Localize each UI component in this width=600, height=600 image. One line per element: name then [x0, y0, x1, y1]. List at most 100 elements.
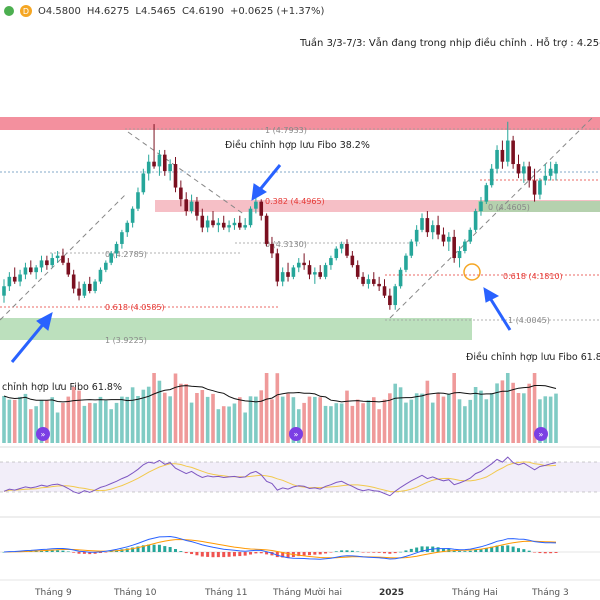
volume-bar — [280, 396, 285, 443]
candle-body — [350, 255, 355, 266]
volume-bar — [98, 396, 103, 443]
volume-bar — [238, 397, 242, 443]
arrow-icon — [251, 164, 282, 201]
candle-body — [468, 229, 473, 242]
candle-body — [45, 260, 49, 266]
volume-bar — [259, 390, 264, 443]
macd-hist-bar — [458, 551, 462, 552]
fib-label: 0.382 (4.4965) — [265, 197, 325, 206]
macd-hist-bar — [490, 546, 494, 552]
macd-hist-bar — [425, 546, 429, 552]
candle-body — [345, 243, 349, 256]
volume-bar — [136, 396, 140, 443]
x-tick-label: Tháng 10 — [113, 588, 157, 598]
macd-hist-bar — [147, 544, 151, 552]
volume-bar — [414, 393, 419, 443]
macd-hist-bar — [543, 552, 547, 554]
candle-body — [473, 211, 478, 230]
candle-body — [77, 288, 81, 296]
volume-bar — [425, 380, 430, 443]
candle-body — [463, 241, 467, 251]
macd-hist-bar — [131, 547, 135, 552]
macd-hist-bar — [366, 552, 370, 553]
macd-hist-bar — [468, 550, 472, 552]
macd-signal-line — [3, 538, 557, 559]
volume-bar — [168, 396, 172, 443]
volume-bar — [329, 406, 333, 443]
candle-body — [179, 187, 183, 200]
ohlc-header: D O4.5800 H4.6275 L4.5465 C4.6190 +0.062… — [0, 0, 324, 22]
volume-bar — [479, 390, 483, 443]
fib-label: 0 (4.2785) — [105, 250, 147, 259]
macd-hist-bar — [538, 552, 542, 554]
rsi-band — [0, 462, 600, 492]
candle-body — [216, 222, 221, 226]
volume-bar — [430, 402, 435, 443]
macd-hist-bar — [506, 545, 510, 552]
macd-hist-bar — [66, 551, 70, 552]
volume-bar — [61, 402, 65, 443]
volume-bar — [157, 380, 162, 443]
macd-hist-bar — [77, 552, 81, 554]
volume-bar — [184, 384, 189, 443]
candle-body — [39, 260, 44, 268]
macd-hist-bar — [206, 552, 210, 557]
volume-bar — [232, 403, 237, 443]
candle-body — [516, 164, 521, 174]
volume-bar — [355, 399, 360, 443]
candle-body — [334, 248, 339, 259]
volume-bar — [350, 405, 355, 443]
macd-hist-bar — [98, 552, 102, 553]
volume-bar — [275, 373, 280, 443]
x-tick-label: Tháng Hai — [451, 588, 498, 598]
macd-hist-bar — [329, 552, 333, 553]
candle-body — [12, 276, 17, 282]
macd-hist-bar — [377, 552, 381, 553]
volume-bar — [270, 399, 274, 443]
macd-hist-bar — [270, 552, 274, 556]
dividend-icon[interactable]: » — [289, 427, 303, 441]
volume-bar — [457, 399, 462, 443]
svg-text:»: » — [294, 430, 299, 439]
volume-bar — [495, 383, 499, 443]
macd-hist-bar — [297, 552, 301, 557]
macd-hist-bar — [163, 546, 167, 552]
volume-bar — [162, 392, 167, 443]
volume-bar — [505, 373, 510, 443]
candle-body — [238, 222, 242, 228]
volume-bar — [195, 393, 199, 443]
candle-body — [7, 276, 12, 287]
ohlc-open: O4.5800 — [38, 5, 81, 17]
volume-bar — [296, 409, 301, 443]
candle-body — [532, 180, 537, 195]
candle-body — [436, 225, 440, 235]
volume-bar — [345, 390, 349, 443]
candle-body — [168, 164, 172, 172]
volume-bar — [286, 393, 290, 443]
candle-body — [141, 173, 146, 193]
candle-body — [548, 168, 553, 176]
candle-body — [195, 201, 199, 216]
dividend-icon[interactable]: » — [36, 427, 50, 441]
macd-hist-bar — [259, 552, 263, 554]
candle-body — [125, 222, 130, 233]
volume-bar — [66, 396, 71, 443]
candle-body — [388, 295, 392, 306]
volume-bar — [500, 380, 505, 443]
fib-label: 0.618 (4.1810) — [503, 272, 563, 281]
x-tick-label: Tháng 9 — [34, 588, 72, 598]
volume-bar — [28, 409, 33, 443]
candle-body — [318, 272, 322, 277]
macd-hist-bar — [104, 552, 108, 553]
dividend-icon[interactable]: » — [534, 427, 548, 441]
candle-body — [227, 225, 231, 228]
macd-hist-bar — [93, 552, 97, 554]
volume-bar — [23, 393, 28, 443]
candle-body — [339, 243, 344, 249]
macd-hist-bar — [383, 552, 387, 554]
macd-hist-bar — [249, 552, 253, 555]
volume-bar — [516, 393, 521, 443]
macd-hist-bar — [254, 552, 258, 554]
status-dot-icon — [4, 6, 14, 16]
